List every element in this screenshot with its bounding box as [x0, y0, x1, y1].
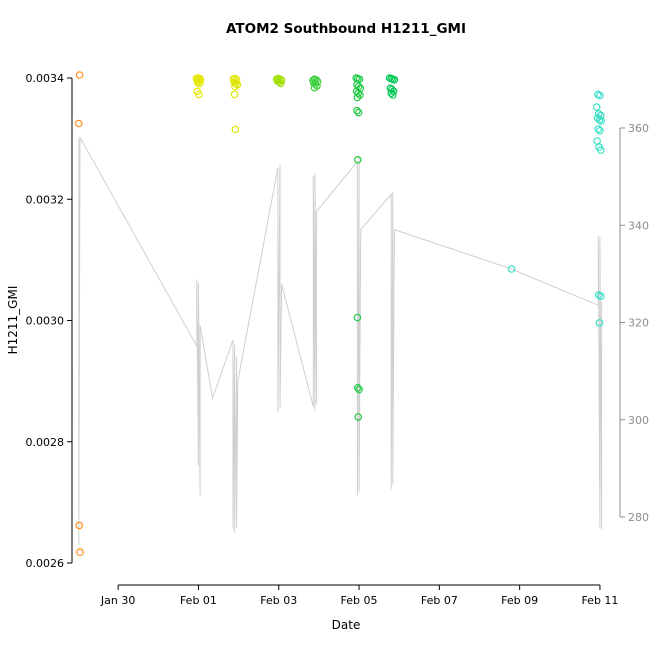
y-tick-label: 0.0034 [26, 72, 65, 85]
data-point [313, 77, 322, 86]
y-axis-label: H1211_GMI [6, 286, 20, 355]
right-tick-label: 280 [628, 511, 649, 524]
data-point [276, 79, 285, 88]
data-point [230, 90, 239, 99]
data-point [596, 146, 605, 154]
x-tick-label: Feb 03 [260, 594, 297, 607]
right-tick-label: 300 [628, 414, 649, 427]
data-point [75, 521, 84, 530]
data-point [597, 117, 606, 125]
series-feb-10 [507, 265, 516, 273]
x-tick-label: Feb 07 [421, 594, 458, 607]
data-point [596, 126, 604, 135]
data-point [195, 90, 203, 99]
data-point [596, 292, 605, 301]
x-tick-label: Feb 11 [581, 594, 618, 607]
right-tick-label: 340 [628, 219, 649, 232]
y-tick-label: 0.0026 [26, 557, 65, 570]
data-point [353, 93, 362, 102]
series-feb-02 [229, 74, 242, 134]
data-point [592, 103, 601, 111]
data-point [593, 137, 601, 145]
x-tick-label: Feb 01 [180, 594, 217, 607]
data-point [388, 91, 397, 99]
data-point [355, 385, 363, 394]
data-point [390, 76, 399, 84]
series-feb-01 [192, 74, 205, 99]
data-point [594, 125, 603, 133]
series-jan-29 [75, 71, 84, 556]
data-point [231, 82, 239, 91]
series-feb-11 [592, 90, 606, 327]
y-tick-label: 0.0032 [26, 193, 65, 206]
y-tick-label: 0.0030 [26, 315, 65, 328]
series-feb-06 [385, 74, 399, 99]
data-point [353, 156, 362, 164]
data-point [310, 83, 319, 92]
data-point [353, 106, 361, 115]
x-tick-label: Feb 05 [341, 594, 378, 607]
data-point [231, 125, 240, 134]
data-point [388, 85, 396, 94]
x-axis-label: Date [332, 618, 361, 632]
data-point [353, 383, 362, 392]
data-point [232, 76, 241, 84]
right-tick-label: 320 [628, 317, 649, 330]
series-feb-04 [309, 75, 322, 92]
data-point [354, 89, 363, 98]
right-axis-ticks: 280 300 320 340 360 [620, 122, 649, 524]
x-axis-ticks: Jan 30 Feb 01 Feb 03 Feb 05 Feb 07 Feb 09 Feb … [100, 585, 618, 607]
chart-title: ATOM2 Southbound H1211_GMI [226, 21, 466, 37]
plot-region: Jan 30 Feb 01 Feb 03 Feb 05 Feb 07 Feb 09 Feb … [26, 71, 649, 607]
data-point [356, 91, 364, 99]
data-point [387, 89, 396, 98]
data-point [275, 78, 284, 87]
series-feb-05 [352, 74, 365, 421]
x-tick-label: Jan 30 [100, 594, 135, 607]
data-point [596, 91, 604, 100]
data-point [354, 108, 363, 117]
data-point [354, 413, 363, 421]
data-point [232, 79, 240, 88]
trace-line [78, 135, 603, 545]
series-feb-03 [272, 74, 286, 88]
data-point [353, 313, 362, 322]
y-axis-ticks: 0.0026 0.0028 0.0030 0.0032 0.0034 [26, 72, 72, 570]
right-tick-label: 360 [628, 122, 649, 135]
axes [71, 78, 600, 586]
y-tick-label: 0.0028 [26, 436, 65, 449]
data-point [595, 116, 604, 124]
data-point [311, 80, 320, 88]
data-point [195, 79, 204, 88]
x-tick-label: Feb 09 [501, 594, 538, 607]
data-point [595, 319, 604, 327]
data-point [75, 119, 83, 128]
data-point [75, 71, 84, 79]
data-point [76, 548, 84, 556]
data-point [507, 265, 516, 273]
